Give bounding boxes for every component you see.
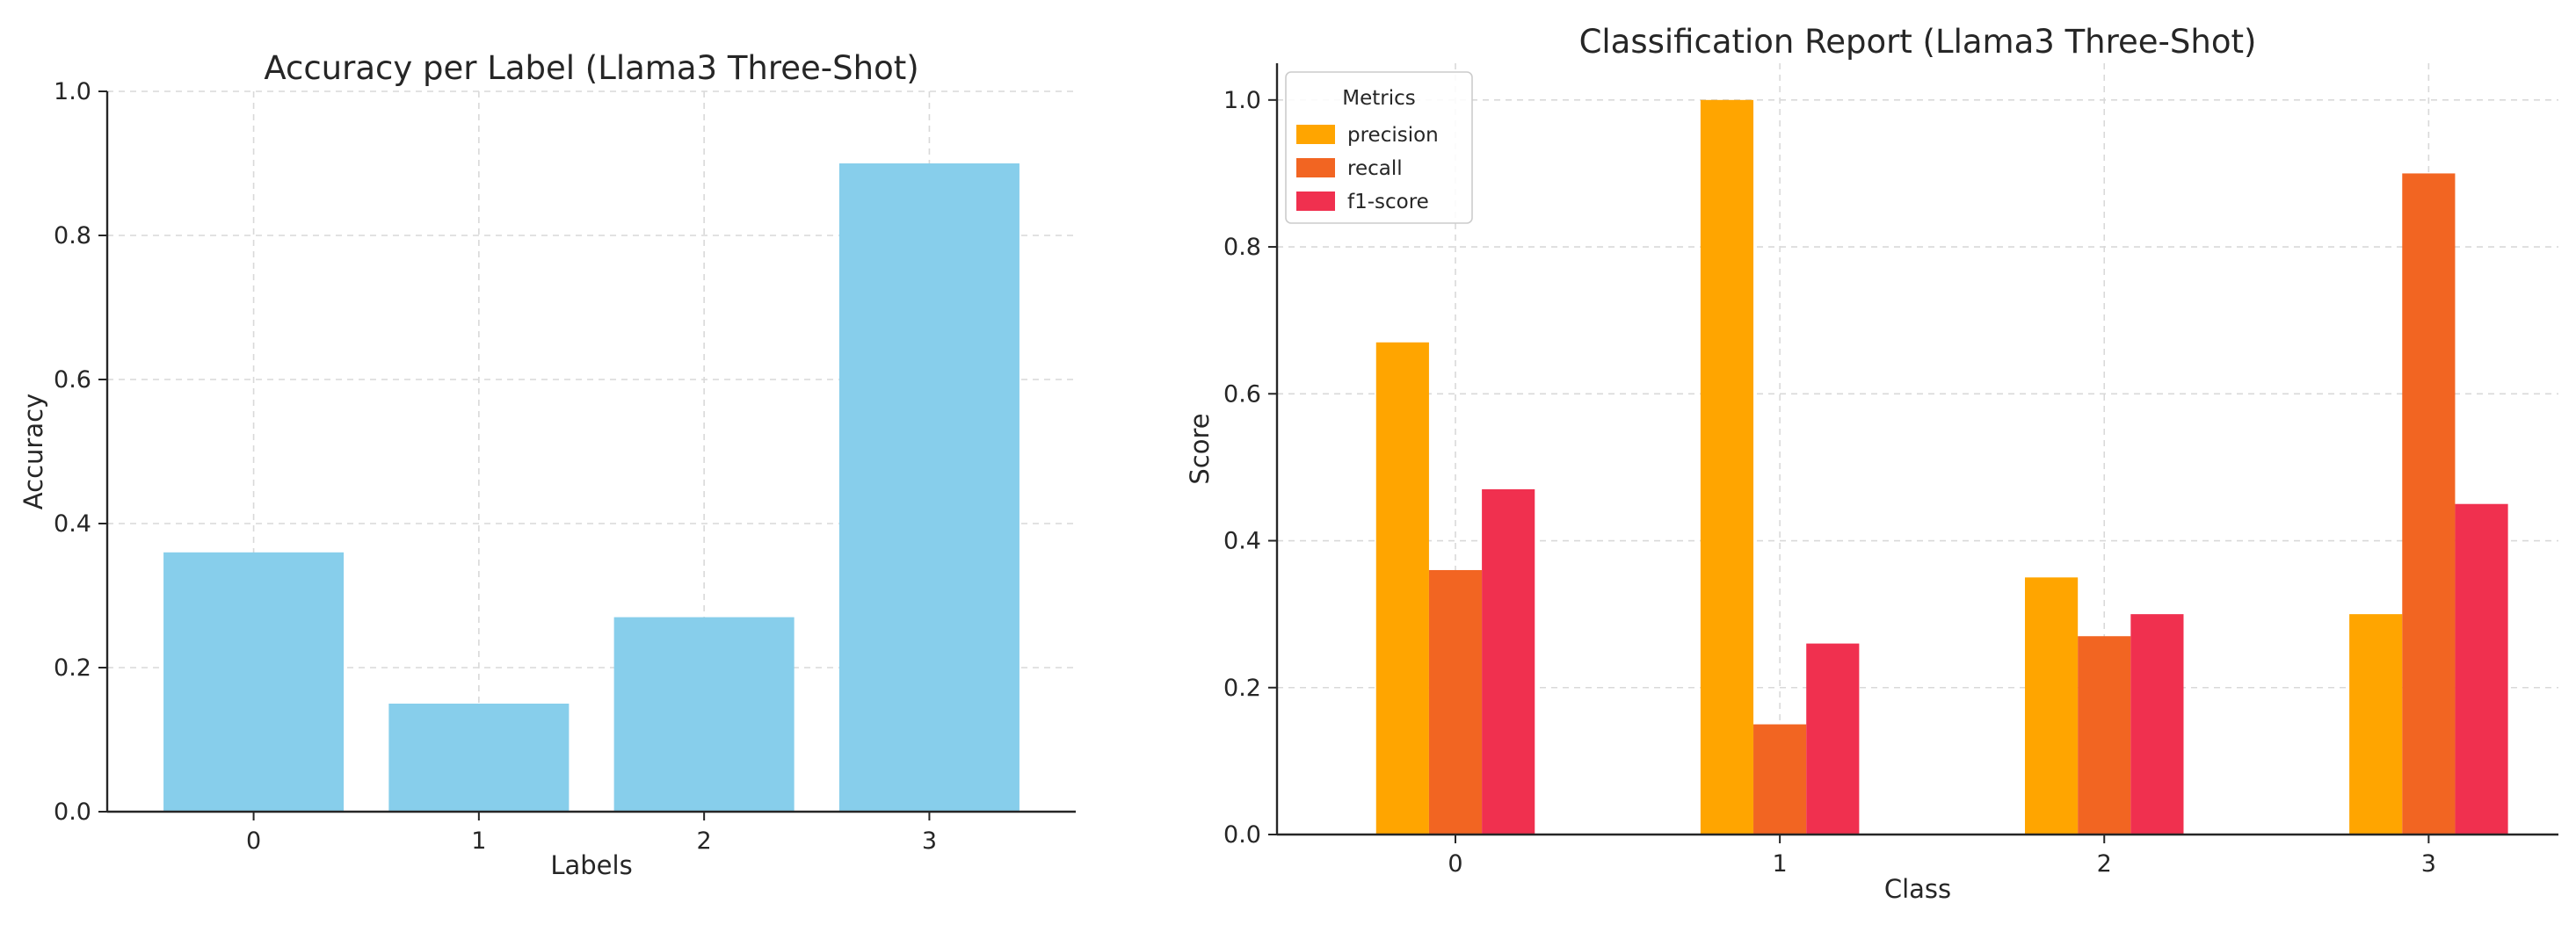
- accuracy-chart-y-ticks: 0.0 0.2 0.4 0.6 0.8 1.0: [54, 78, 107, 826]
- accuracy-chart: 0.0 0.2 0.4 0.6 0.8 1.0 0 1 2 3 Accuracy per Lab…: [18, 49, 1076, 880]
- classification-bar-recall: [1753, 724, 1807, 835]
- classification-chart-x-label: Class: [1884, 874, 1951, 904]
- classification-chart-title: Classification Report (Llama3 Three-Shot…: [1579, 23, 2257, 61]
- accuracy-chart-bars: [163, 163, 1020, 812]
- classification-y-tick-label: 0.8: [1223, 234, 1261, 261]
- accuracy-y-tick-label: 1.0: [54, 78, 91, 105]
- legend-label-f1-score: f1-score: [1347, 191, 1429, 213]
- legend-label-recall: recall: [1347, 157, 1403, 180]
- accuracy-x-tick-label: 2: [697, 827, 712, 855]
- legend-swatch-f1-score: [1296, 192, 1335, 211]
- classification-x-tick-label: 2: [2097, 850, 2112, 878]
- legend-items: precision recall f1-score: [1296, 124, 1439, 213]
- legend-swatch-precision: [1296, 125, 1335, 144]
- classification-bar-f1-score: [1806, 643, 1860, 835]
- classification-bar-recall: [2078, 636, 2131, 835]
- legend: Metrics precision recall f1-score: [1285, 71, 1473, 224]
- classification-x-tick-label: 1: [1773, 850, 1788, 878]
- accuracy-chart-x-label: Labels: [550, 850, 632, 880]
- classification-bar-precision: [1375, 342, 1429, 835]
- classification-y-tick-label: 0.4: [1223, 528, 1261, 555]
- classification-chart-x-ticks: 0 1 2 3: [1448, 835, 2436, 878]
- accuracy-bar: [388, 704, 570, 812]
- classification-report-chart: 0.0 0.2 0.4 0.6 0.8 1.0 0 1 2 3 Classification R…: [1185, 23, 2558, 904]
- accuracy-chart-x-ticks: 0 1 2 3: [246, 812, 937, 855]
- accuracy-bar: [838, 163, 1020, 812]
- accuracy-y-tick-label: 0.8: [54, 222, 91, 249]
- classification-y-tick-label: 1.0: [1223, 87, 1261, 114]
- accuracy-x-tick-label: 0: [246, 827, 261, 855]
- legend-frame: [1285, 71, 1473, 224]
- legend-swatch-recall: [1296, 158, 1335, 177]
- legend-label-precision: precision: [1347, 124, 1439, 147]
- accuracy-y-tick-label: 0.4: [54, 510, 91, 538]
- classification-chart-y-label: Score: [1185, 413, 1215, 484]
- classification-bar-f1-score: [2130, 614, 2184, 835]
- classification-y-tick-label: 0.0: [1223, 821, 1261, 849]
- accuracy-bar: [163, 552, 345, 812]
- classification-bar-f1-score: [1482, 488, 1535, 835]
- legend-title: Metrics: [1342, 87, 1416, 110]
- accuracy-x-tick-label: 3: [922, 827, 937, 855]
- classification-bar-precision: [2349, 614, 2403, 835]
- classification-x-tick-label: 3: [2421, 850, 2436, 878]
- classification-bar-precision: [1700, 99, 1754, 835]
- accuracy-y-tick-label: 0.2: [54, 654, 91, 682]
- classification-bar-recall: [2402, 173, 2456, 835]
- classification-x-tick-label: 0: [1448, 850, 1462, 878]
- classification-bar-recall: [1428, 569, 1483, 835]
- classification-chart-bars: [1375, 99, 2508, 835]
- accuracy-x-tick-label: 1: [471, 827, 486, 855]
- accuracy-y-tick-label: 0.6: [54, 366, 91, 394]
- classification-y-tick-label: 0.6: [1223, 380, 1261, 408]
- accuracy-y-tick-label: 0.0: [54, 799, 91, 826]
- accuracy-chart-title: Accuracy per Label (Llama3 Three-Shot): [264, 49, 918, 87]
- classification-chart-y-ticks: 0.0 0.2 0.4 0.6 0.8 1.0: [1223, 87, 1277, 849]
- accuracy-bar: [613, 617, 795, 812]
- accuracy-chart-y-label: Accuracy: [18, 394, 48, 509]
- classification-bar-precision: [2024, 577, 2079, 835]
- classification-y-tick-label: 0.2: [1223, 675, 1261, 702]
- classification-bar-f1-score: [2455, 503, 2508, 835]
